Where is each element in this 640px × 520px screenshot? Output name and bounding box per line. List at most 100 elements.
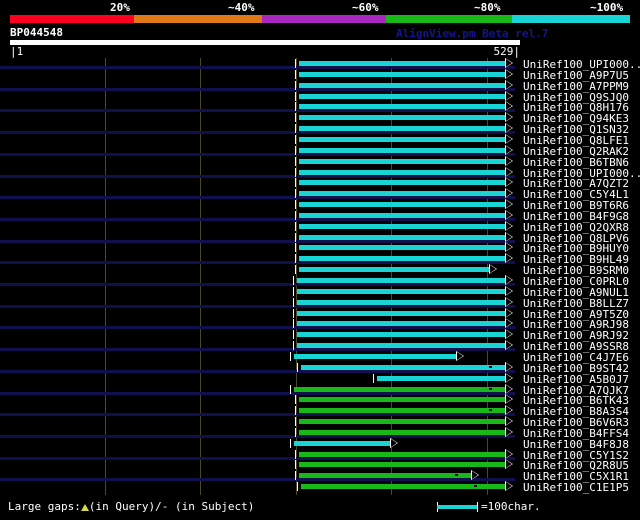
hit-label[interactable]: UniRef100_A7QJK7 (523, 383, 629, 397)
alignment-row[interactable] (0, 361, 640, 373)
hsp-bar[interactable] (301, 484, 505, 490)
hit-label[interactable]: UniRef100_B9HUY0 (523, 242, 629, 256)
alignment-row[interactable] (0, 155, 640, 167)
hit-label[interactable]: UniRef100_B9ST42 (523, 361, 629, 375)
hit-label[interactable]: UniRef100_A9RJ92 (523, 329, 629, 343)
hit-label[interactable]: UniRef100_Q94KE3 (523, 112, 629, 126)
hit-label[interactable]: UniRef100_A9P7U5 (523, 68, 629, 82)
hsp-bar[interactable] (297, 332, 505, 338)
alignment-row[interactable] (0, 470, 640, 481)
alignment-row[interactable] (0, 448, 640, 460)
hsp-bar[interactable] (299, 158, 505, 164)
hit-label[interactable]: UniRef100_B9HL49 (523, 253, 629, 267)
alignment-row[interactable] (0, 275, 640, 286)
alignment-row[interactable] (0, 253, 640, 264)
hit-label[interactable]: UniRef100_B4F9G8 (523, 209, 629, 223)
hit-label[interactable]: UniRef100_C1E1P5 (523, 481, 629, 495)
hit-label[interactable]: UniRef100_B6V6R3 (523, 416, 629, 430)
hit-label[interactable]: UniRef100_A9T5Z0 (523, 307, 629, 321)
hsp-bar[interactable] (299, 104, 505, 110)
hit-label[interactable]: UniRef100_C4J7E6 (523, 350, 629, 364)
alignment-row[interactable] (0, 166, 640, 178)
hit-label[interactable]: UniRef100_B4F8J8 (523, 437, 629, 451)
hsp-bar[interactable] (299, 180, 505, 186)
hsp-bar[interactable] (294, 386, 505, 392)
alignment-row[interactable] (0, 209, 640, 221)
hit-label[interactable]: UniRef100_B9SRM0 (523, 264, 629, 278)
hit-label[interactable]: UniRef100_A9SSR8 (523, 340, 629, 354)
alignment-row[interactable] (0, 307, 640, 319)
hit-label[interactable]: UniRef100_B6TK43 (523, 394, 629, 408)
hit-label[interactable]: UniRef100_A9NUL1 (523, 285, 629, 299)
hit-label[interactable]: UniRef100_UPI000.. (523, 166, 640, 180)
alignment-row[interactable] (0, 144, 640, 156)
hit-label[interactable]: UniRef100_UPI000.. (523, 58, 640, 71)
hsp-bar[interactable] (299, 397, 505, 403)
hit-label[interactable]: UniRef100_C5X1R1 (523, 470, 629, 484)
hsp-bar[interactable] (299, 267, 489, 273)
alignment-row[interactable] (0, 318, 640, 329)
hsp-bar[interactable] (297, 321, 505, 327)
alignment-row[interactable] (0, 242, 640, 253)
hsp-bar[interactable] (294, 353, 456, 359)
hsp-bar[interactable] (299, 256, 505, 262)
hsp-bar[interactable] (299, 169, 505, 175)
hsp-bar[interactable] (299, 93, 505, 99)
alignment-row[interactable] (0, 437, 640, 449)
alignment-row[interactable] (0, 264, 640, 275)
hsp-bar[interactable] (299, 419, 505, 425)
hsp-bar[interactable] (299, 408, 505, 414)
hsp-bar[interactable] (299, 223, 505, 229)
hit-label[interactable]: UniRef100_B6TBN6 (523, 155, 629, 169)
hsp-bar[interactable] (299, 71, 505, 77)
alignment-row[interactable] (0, 340, 640, 351)
hsp-bar[interactable] (297, 288, 505, 294)
hsp-bar[interactable] (299, 202, 505, 208)
hit-label[interactable]: UniRef100_Q1SN32 (523, 123, 629, 137)
hsp-bar[interactable] (299, 136, 505, 142)
hsp-bar[interactable] (299, 429, 505, 435)
hit-label[interactable]: UniRef100_C5Y4L1 (523, 188, 629, 202)
alignment-row[interactable] (0, 101, 640, 112)
alignment-row[interactable] (0, 220, 640, 232)
hit-label[interactable]: UniRef100_C0PRL0 (523, 275, 629, 288)
alignment-row[interactable] (0, 90, 640, 102)
hit-label[interactable]: UniRef100_B4FFS4 (523, 426, 629, 440)
hsp-bar[interactable] (299, 245, 505, 251)
hit-label[interactable]: UniRef100_B8LLZ7 (523, 296, 629, 310)
hsp-bar[interactable] (299, 212, 505, 218)
hsp-bar[interactable] (299, 451, 505, 457)
alignment-row[interactable] (0, 68, 640, 80)
hsp-bar[interactable] (299, 473, 471, 479)
hsp-bar[interactable] (299, 61, 505, 66)
alignment-row[interactable] (0, 481, 640, 492)
alignment-row[interactable] (0, 350, 640, 362)
hsp-bar[interactable] (299, 462, 505, 468)
alignment-row[interactable] (0, 188, 640, 199)
hsp-bar[interactable] (299, 82, 505, 88)
alignment-row[interactable] (0, 459, 640, 470)
alignment-row[interactable] (0, 285, 640, 297)
hit-label[interactable]: UniRef100_C5Y1S2 (523, 448, 629, 462)
hsp-bar[interactable] (297, 310, 505, 316)
hit-label[interactable]: UniRef100_Q2QXR8 (523, 220, 629, 234)
hit-label[interactable]: UniRef100_B8A3S4 (523, 405, 629, 419)
hsp-bar[interactable] (299, 115, 505, 121)
alignment-row[interactable] (0, 394, 640, 405)
alignment-row[interactable] (0, 372, 640, 384)
hsp-bar[interactable] (297, 299, 505, 305)
alignment-row[interactable] (0, 405, 640, 416)
hit-label[interactable]: UniRef100_A5B0J7 (523, 372, 629, 386)
hsp-bar[interactable] (301, 364, 505, 370)
hit-label[interactable]: UniRef100_B9T6R6 (523, 199, 629, 213)
hsp-bar[interactable] (299, 147, 505, 153)
hit-label[interactable]: UniRef100_Q8H176 (523, 101, 629, 115)
alignment-row[interactable] (0, 112, 640, 123)
hit-label[interactable]: UniRef100_Q8LPV6 (523, 231, 629, 245)
hit-label[interactable]: UniRef100_A7QZT2 (523, 177, 629, 191)
alignment-row[interactable] (0, 383, 640, 395)
hsp-bar[interactable] (299, 191, 505, 197)
hsp-bar[interactable] (299, 234, 505, 240)
alignment-row[interactable] (0, 79, 640, 91)
hsp-bar[interactable] (294, 440, 390, 446)
